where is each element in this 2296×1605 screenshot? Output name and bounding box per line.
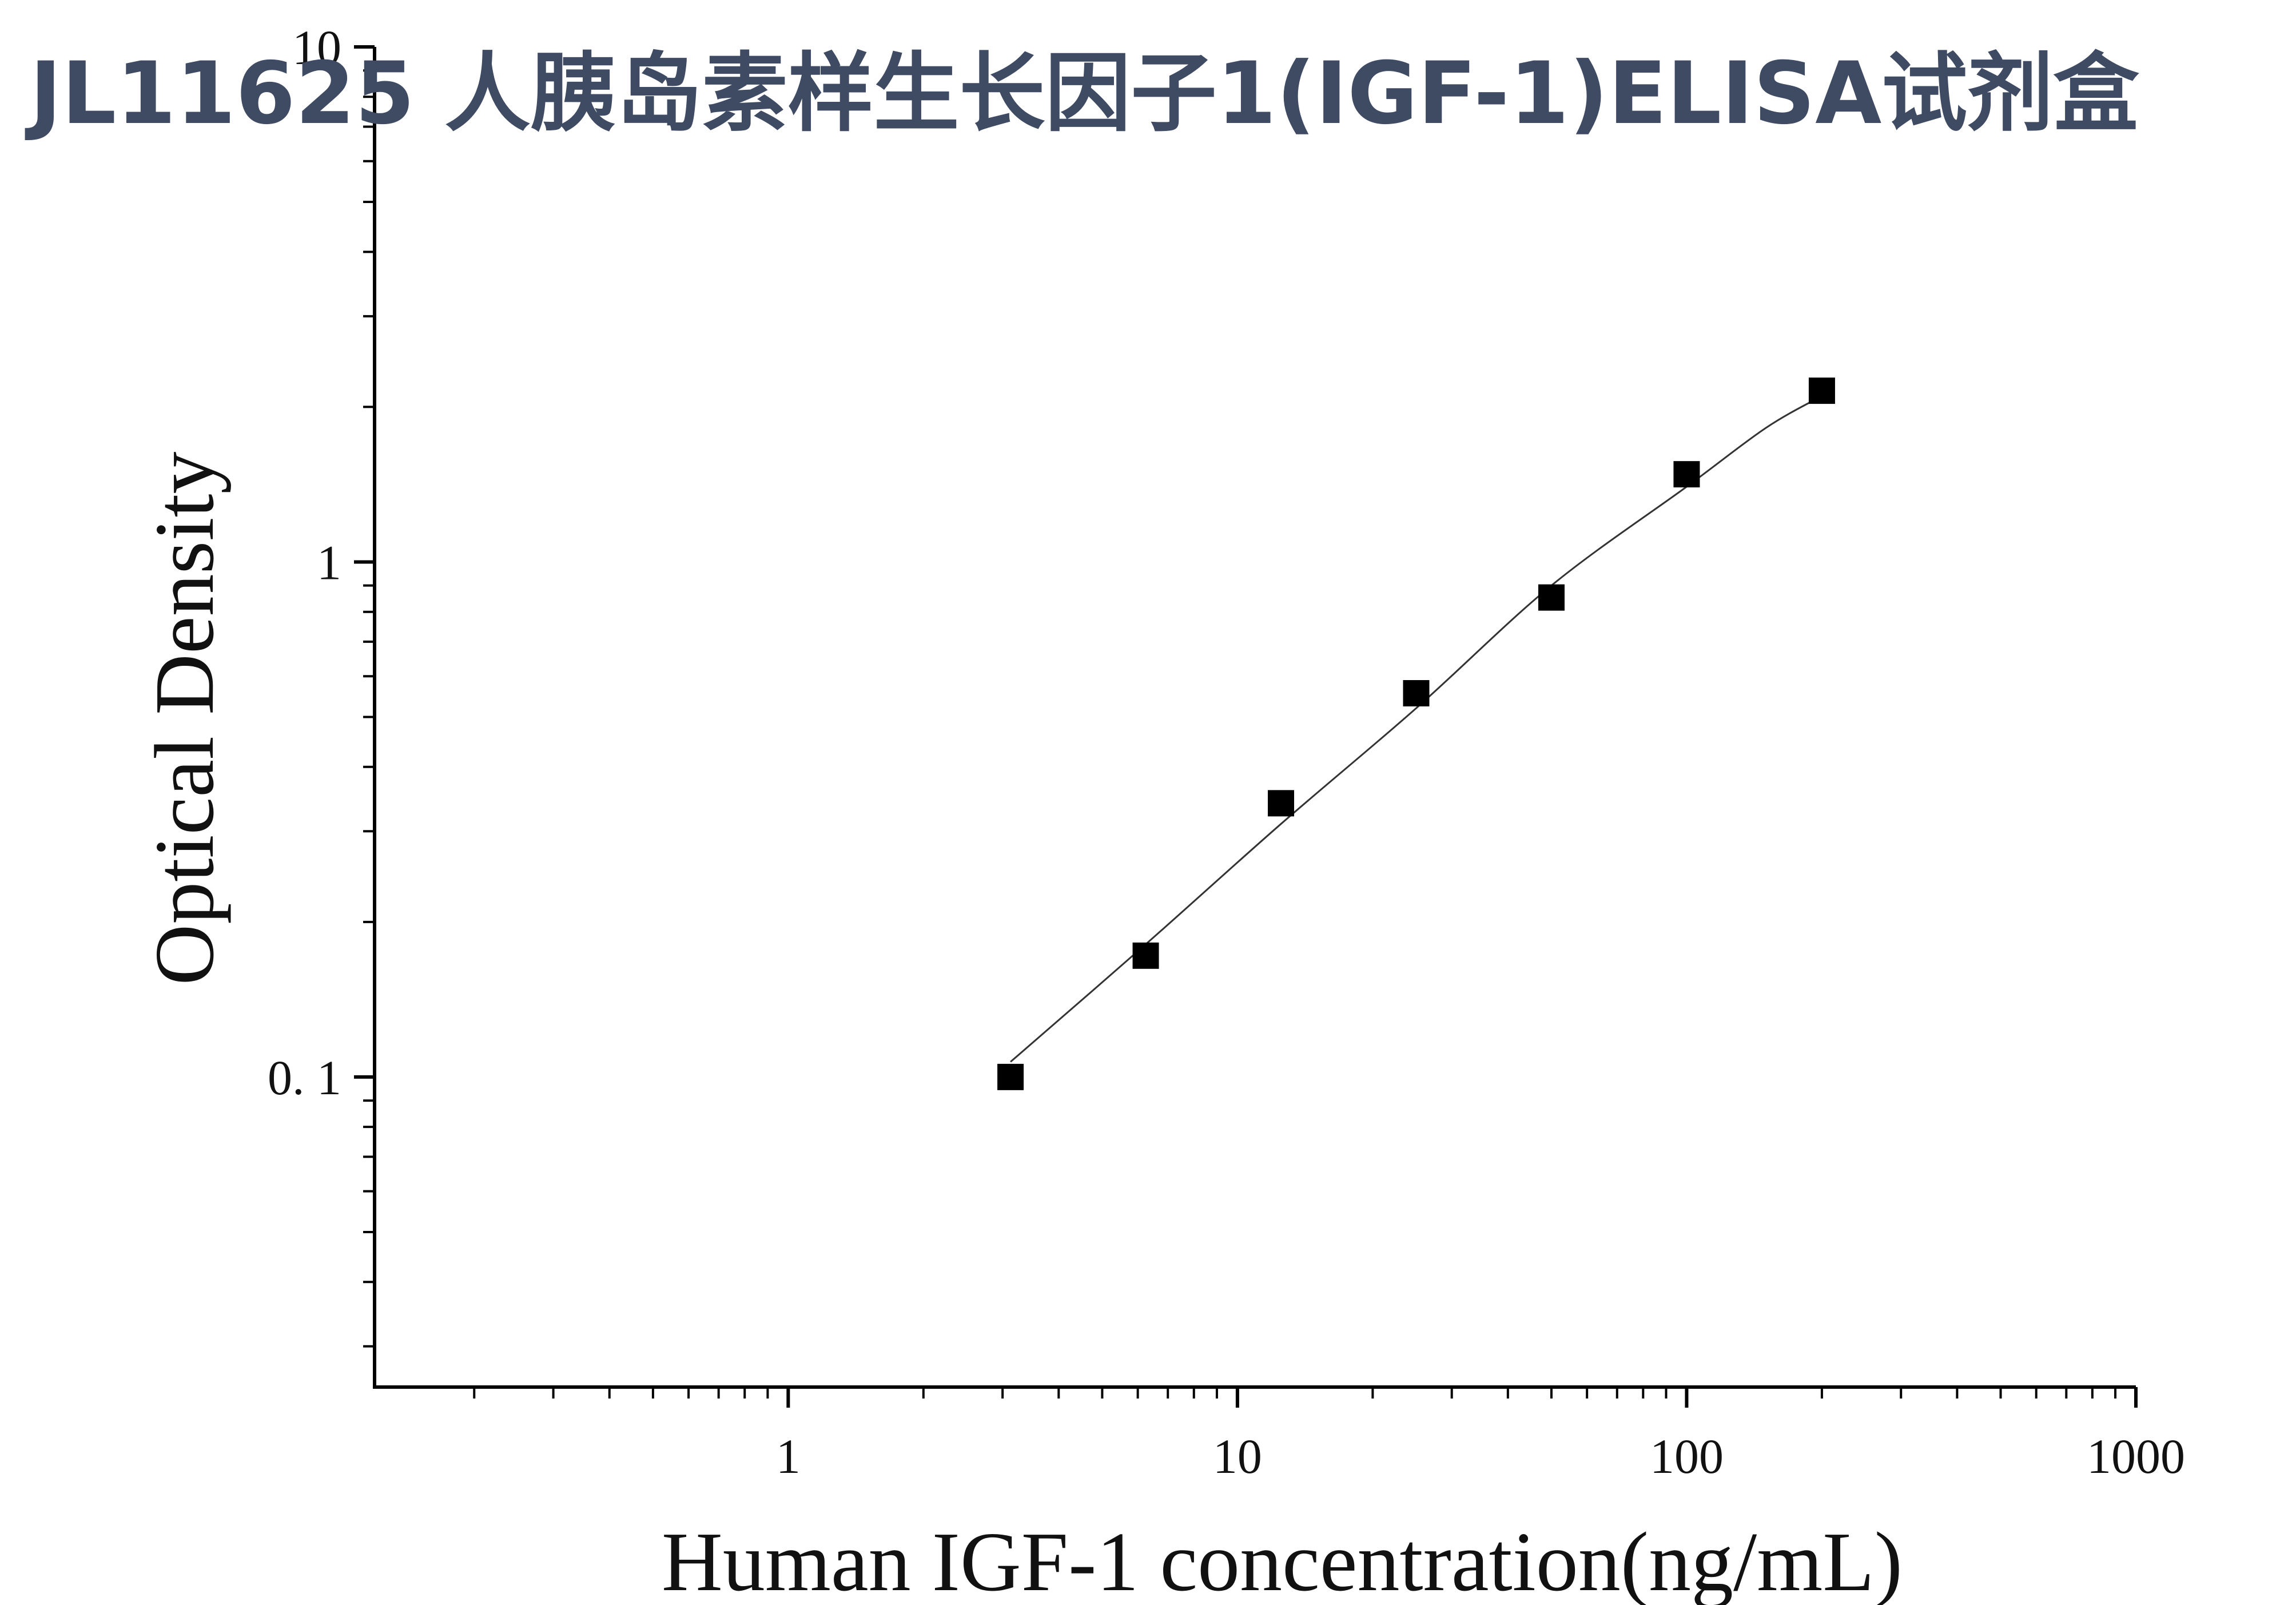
x-tick-label: 100 <box>1650 1429 1724 1484</box>
data-point <box>997 1063 1024 1090</box>
y-tick-label: 10 <box>292 20 341 75</box>
y-tick-label: 0. 1 <box>268 1050 341 1105</box>
data-point <box>1132 942 1159 969</box>
data-point <box>1538 584 1565 611</box>
y-axis-title: Optical Density <box>138 451 232 985</box>
page-title: JL11625 人胰岛素样生长因子1(IGF-1)ELISA试剂盒 <box>30 44 2139 144</box>
ticks <box>354 45 2138 1408</box>
y-tick-label: 1 <box>317 535 341 590</box>
axes <box>373 47 2136 1389</box>
x-axis-title: Human IGF-1 concentration(ng/mL) <box>662 1515 1903 1605</box>
x-tick-label: 1000 <box>2087 1429 2185 1484</box>
data-point <box>1673 461 1700 488</box>
fit-curve <box>1010 395 1823 1063</box>
tick-labels: 1 10 100 1000 0. 1 1 10 <box>268 20 2185 1484</box>
x-tick-label: 1 <box>776 1429 801 1484</box>
data-point <box>1268 790 1295 817</box>
data-point <box>1808 378 1835 404</box>
fit-curve-group <box>1010 395 1823 1063</box>
x-tick-label: 10 <box>1213 1429 1262 1484</box>
data-points <box>997 378 1835 1090</box>
data-point <box>1403 680 1430 706</box>
